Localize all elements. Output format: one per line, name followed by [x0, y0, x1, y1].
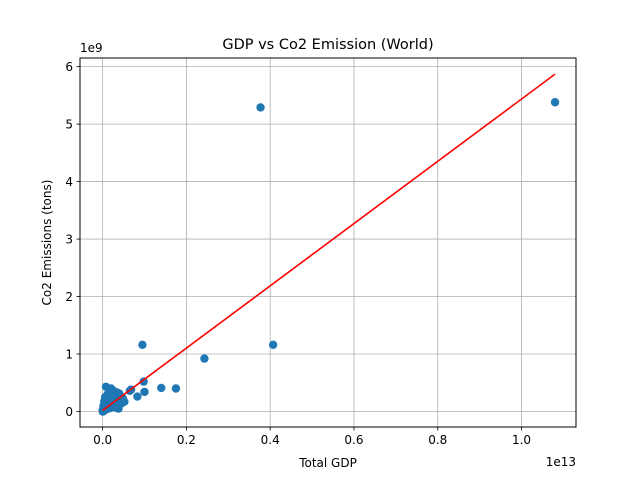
data-point: [133, 392, 142, 401]
x-tick-label: 1.0: [512, 433, 531, 447]
data-point: [550, 98, 560, 107]
x-tick-label: 0.4: [261, 433, 280, 447]
data-point: [140, 387, 149, 397]
data-point: [139, 377, 148, 386]
x-axis-label: Total GDP: [298, 456, 357, 470]
y-tick-label: 5: [65, 118, 73, 132]
y-tick-label: 6: [65, 60, 73, 74]
x-tick-label: 0.0: [93, 433, 112, 447]
data-point: [256, 103, 265, 112]
y-tick-label: 4: [65, 175, 73, 189]
y-axis-offset-label: 1e9: [80, 41, 103, 55]
grid-lines: [80, 58, 576, 427]
x-tick-label: 0.6: [344, 433, 363, 447]
data-point: [171, 384, 181, 393]
data-point: [157, 383, 166, 393]
chart-title: GDP vs Co2 Emission (World): [222, 37, 433, 53]
data-point: [101, 382, 111, 391]
y-tick-label: 1: [65, 348, 73, 362]
fit-line-layer: [102, 73, 556, 411]
data-point: [268, 340, 278, 350]
x-axis-offset-label: 1e13: [546, 455, 576, 469]
data-point: [200, 354, 209, 363]
x-tick-label: 0.8: [428, 433, 447, 447]
axis-ticks: 0.0 0.2 0.4 0.6 0.8 1.0 0 1 2 3 4 5 6: [65, 60, 531, 447]
plot-frame: [79, 57, 577, 428]
y-axis-label: Co2 Emissions (tons): [40, 180, 54, 306]
data-point: [138, 340, 147, 350]
regression-line: [102, 73, 556, 411]
x-tick-label: 0.2: [177, 433, 196, 447]
y-tick-label: 2: [65, 290, 73, 304]
y-tick-label: 3: [65, 233, 73, 247]
y-tick-label: 0: [65, 405, 73, 419]
